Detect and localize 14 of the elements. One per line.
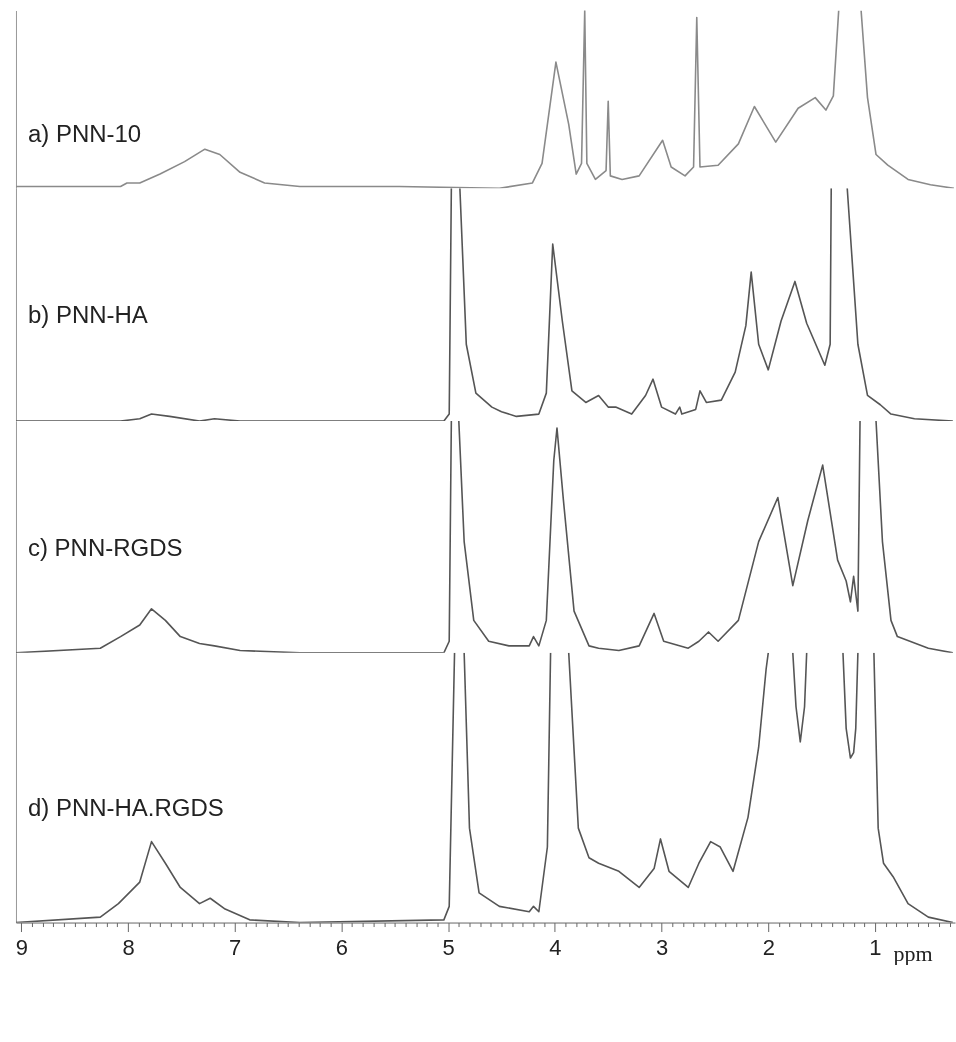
- text: b) PNN-HA: [27, 301, 148, 329]
- x-tick-label: 4: [549, 935, 562, 961]
- x-tick-label: 9: [15, 935, 28, 961]
- x-tick-label: 3: [655, 935, 669, 961]
- x-tick-label: 6: [335, 935, 349, 961]
- series-label: a) PNN-10: [27, 119, 142, 147]
- x-tick-label: 7: [229, 935, 242, 961]
- series-label: d) PNN-HA.RGDS: [27, 794, 224, 822]
- x-tick-label: 1: [869, 935, 882, 961]
- text: c) PNN-RGDS: [27, 533, 183, 561]
- x-tick-label: 5: [442, 935, 455, 961]
- x-axis-title: ppm: [893, 941, 933, 966]
- x-tick-label: 8: [122, 935, 135, 961]
- x-tick-label: 2: [762, 935, 775, 961]
